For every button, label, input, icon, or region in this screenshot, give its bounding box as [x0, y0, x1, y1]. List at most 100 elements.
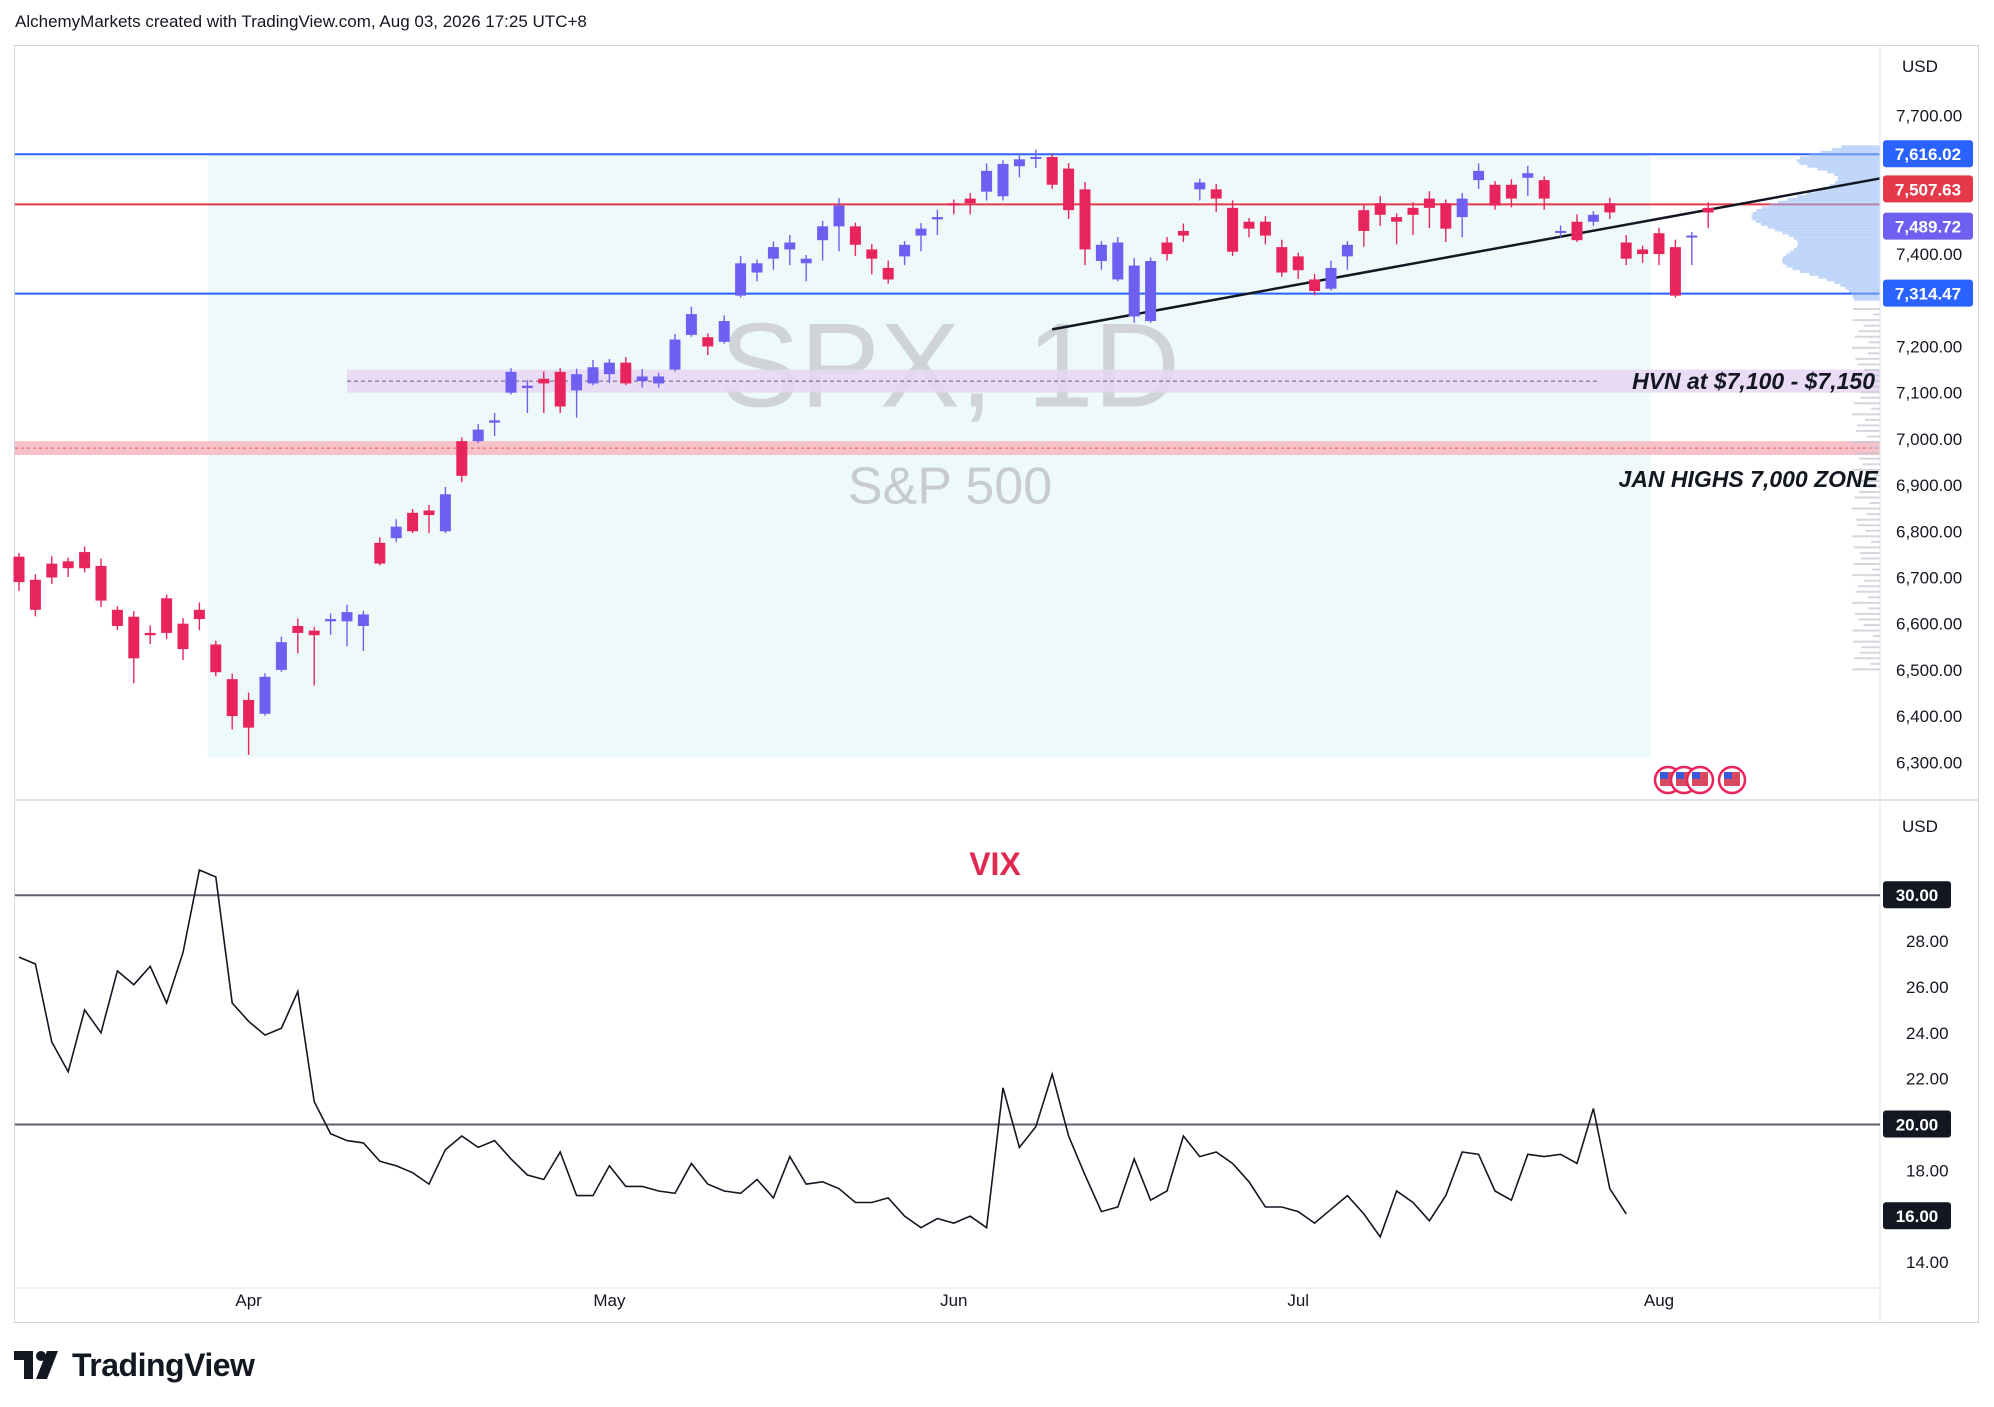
volume-profile-bar: [1823, 186, 1880, 190]
candle-up: [899, 241, 911, 266]
vix-title-backdrop: [962, 845, 1028, 881]
vix-tick-label: 22.00: [1906, 1070, 1949, 1089]
vix-badge-bg: [1883, 881, 1951, 909]
volume-profile-bar: [1786, 253, 1880, 257]
candle-up: [341, 604, 353, 647]
volume-profile-bar: [1860, 396, 1880, 399]
volume-profile-bar: [1815, 189, 1880, 193]
volume-profile-bar: [1837, 178, 1880, 182]
candle-down: [1669, 239, 1681, 298]
candle-down: [1259, 216, 1271, 245]
volume-profile-bar: [1866, 435, 1880, 438]
candle-body: [1063, 168, 1075, 211]
volume-profile-bar: [1852, 535, 1880, 538]
volume-profile-bar: [1852, 413, 1880, 416]
candle-body: [357, 614, 369, 626]
volume-profile-bar: [1854, 657, 1880, 660]
spx-price-axis[interactable]: 6,300.00 6,400.00 6,500.00 6,600.00 6,700.00…: [1896, 106, 1962, 772]
tradingview-brand: TradingView: [72, 1346, 255, 1383]
volume-profile-bar: [1857, 363, 1880, 366]
candle-body: [1046, 157, 1058, 185]
vix-pane[interactable]: VIX: [15, 845, 1880, 1239]
candle-body: [1538, 180, 1550, 199]
candle-body: [521, 385, 533, 389]
us-event-flag[interactable]: [1685, 765, 1715, 795]
economic-event-flags[interactable]: [1653, 765, 1747, 795]
flag-canton: [1692, 772, 1700, 779]
candle-body: [1194, 182, 1206, 190]
candle-body: [800, 258, 812, 264]
vix-currency-label: USD: [1902, 817, 1938, 836]
price-badge: 7,489.72: [1883, 212, 1973, 240]
us-event-flag[interactable]: [1717, 765, 1747, 795]
volume-profile-bar: [1793, 236, 1880, 240]
candle-up: [784, 235, 796, 266]
volume-profile-bar: [1854, 496, 1880, 499]
candle-body: [1620, 242, 1632, 259]
rising-trendline[interactable]: [1051, 177, 1881, 331]
volume-profile-bar: [1857, 524, 1880, 527]
month-label: Jul: [1287, 1291, 1309, 1310]
price-badge: 7,314.47: [1883, 279, 1973, 307]
candle-down: [1391, 213, 1403, 245]
candle-body: [1013, 159, 1025, 167]
volume-profile-bar: [1755, 220, 1880, 224]
candle-body: [899, 244, 911, 257]
candle-up: [1341, 241, 1353, 270]
candle-body: [1669, 247, 1681, 296]
candles: [13, 149, 1714, 755]
candle-down: [177, 618, 189, 661]
candle-body: [735, 263, 747, 296]
candle-down: [1079, 181, 1091, 266]
candle-down: [1161, 236, 1173, 261]
candle-body: [1210, 189, 1222, 199]
candle-body: [882, 267, 894, 280]
candle-body: [111, 609, 123, 626]
candle-up: [390, 519, 402, 543]
time-axis[interactable]: Apr May Jun Jul Aug: [235, 1291, 1674, 1310]
vix-price-axis[interactable]: 14.00 18.00 22.00 24.00 26.00 28.00: [1906, 932, 1949, 1272]
volume-profile-bar: [1760, 222, 1880, 226]
vix-tick-label: 14.00: [1906, 1253, 1949, 1272]
candle-down: [29, 574, 41, 617]
candle-body: [390, 526, 402, 539]
volume-profile-bar: [1756, 209, 1880, 213]
candle-body: [29, 579, 41, 610]
candle-body: [981, 170, 993, 192]
horizontal-levels: [15, 153, 1880, 295]
volume-profile-bar: [1853, 307, 1880, 310]
volume-profile-bar: [1872, 568, 1880, 571]
volume-profile-bar: [1852, 668, 1880, 671]
candle-body: [226, 679, 238, 717]
candle-body: [1555, 230, 1567, 233]
volume-profile-bar: [1851, 292, 1880, 296]
candle-body: [1407, 207, 1419, 215]
price-badge-text: 7,616.02: [1895, 145, 1961, 164]
volume-profile-bar: [1826, 278, 1880, 282]
candle-down: [882, 260, 894, 284]
volume-profile-bar: [1837, 175, 1880, 179]
candle-up: [997, 160, 1009, 201]
vix-tick-label: 26.00: [1906, 978, 1949, 997]
volume-profile-bar: [1854, 452, 1880, 455]
candle-up: [931, 209, 943, 236]
candle-down: [1309, 273, 1321, 296]
vix-badge-bg: [1883, 1202, 1951, 1230]
candle-body: [1276, 247, 1288, 273]
candle-body: [1325, 267, 1337, 289]
vix-reference-lines: [15, 894, 1880, 1126]
volume-profile-bar: [1857, 585, 1880, 588]
volume-profile-bar: [1873, 474, 1880, 477]
volume-profile-bar: [1855, 518, 1880, 521]
candle-body: [1456, 198, 1468, 218]
candle-up: [505, 368, 517, 395]
candle-up: [1095, 241, 1107, 270]
candle-down: [374, 537, 386, 566]
candle-body: [456, 441, 468, 476]
volume-profile-bar: [1783, 256, 1880, 260]
candle-body: [571, 374, 583, 391]
spx-pane[interactable]: SPX, 1D S&P 500 HVN at $7,100 - $7,150JA…: [13, 145, 1881, 795]
spx-tick-label: 6,800.00: [1896, 522, 1962, 541]
candle-body: [1227, 207, 1239, 252]
